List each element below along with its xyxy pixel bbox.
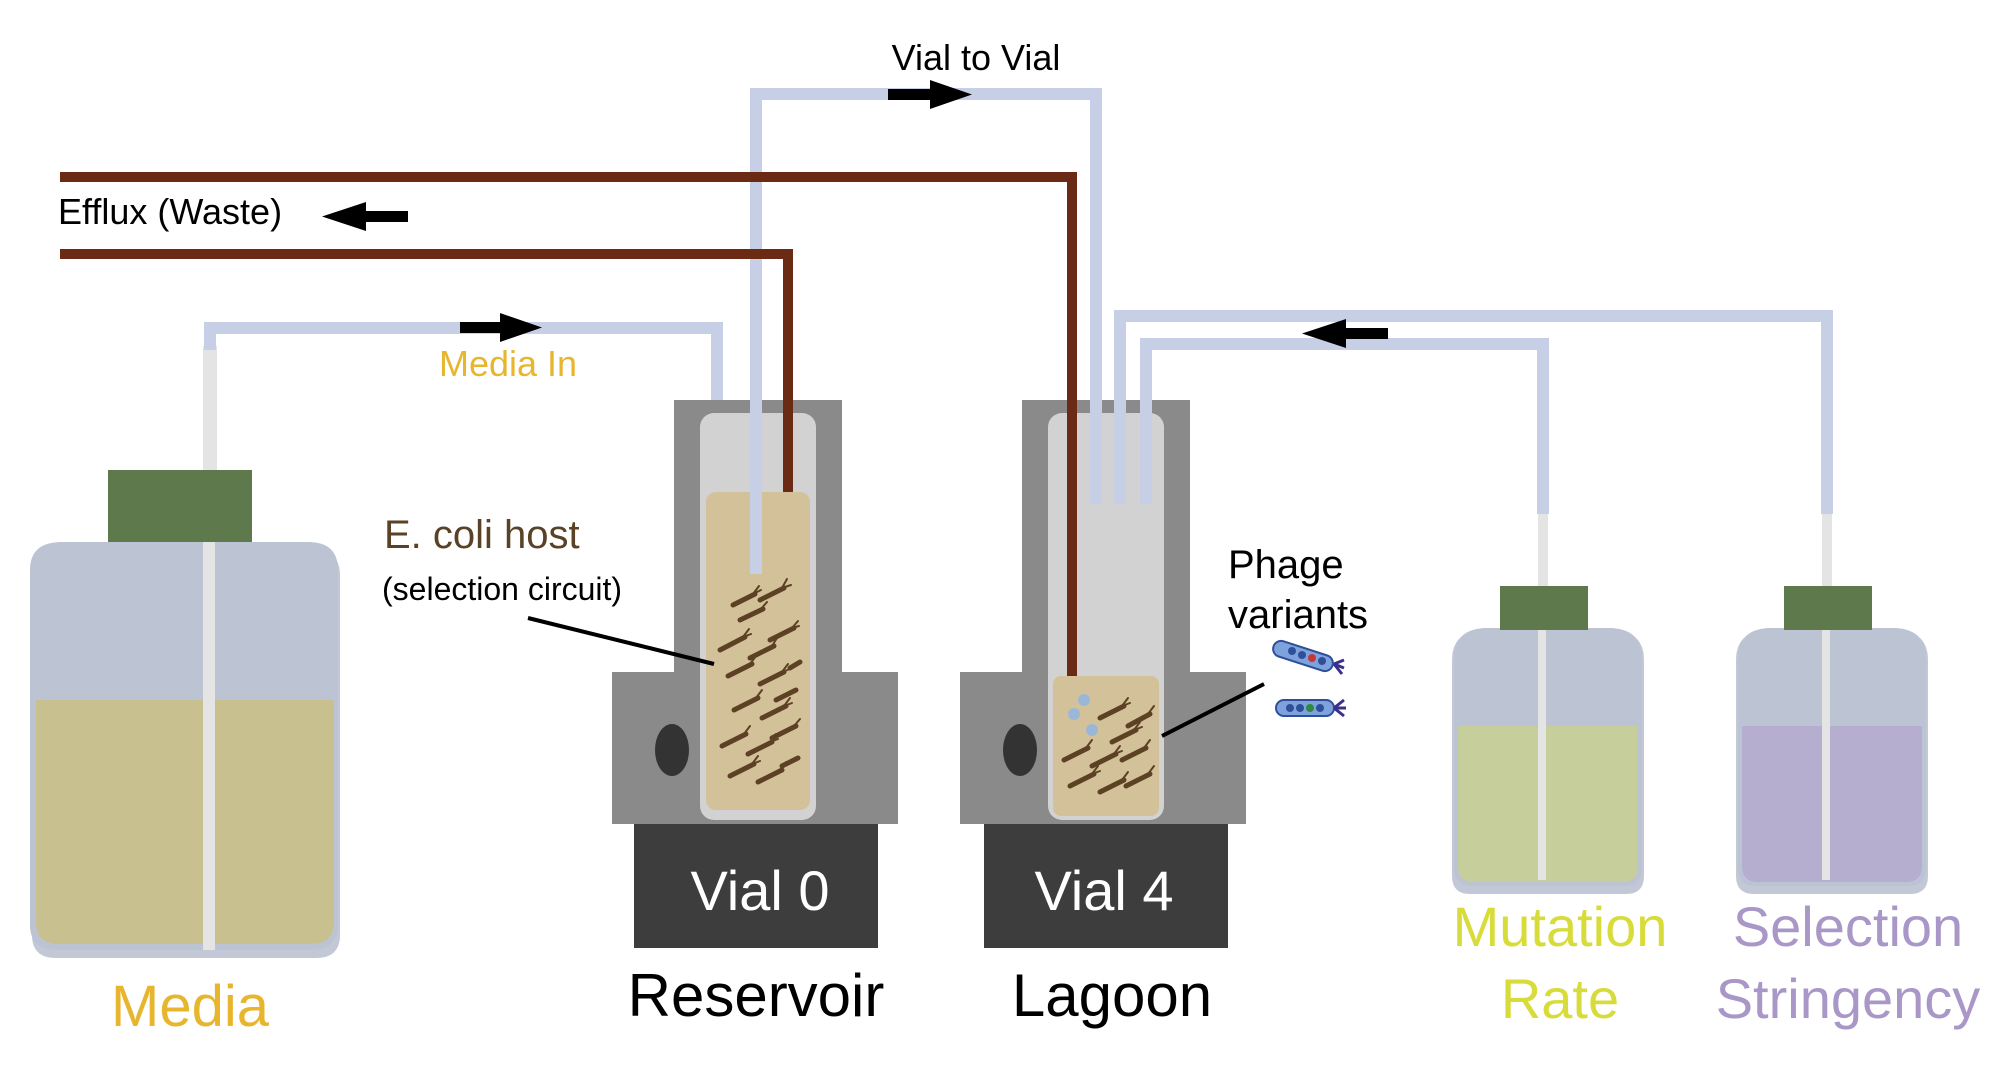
media-label: Media (111, 974, 270, 1039)
lagoon-waste-tube (60, 172, 1077, 676)
mutation-bottle (1452, 512, 1644, 894)
lagoon-label: Lagoon (1012, 962, 1212, 1029)
phage-label-line2: variants (1228, 593, 1368, 637)
arrow-left-efflux (322, 202, 408, 231)
ecoli-cells-reservoir (717, 578, 803, 785)
reservoir-port (655, 724, 689, 776)
vial0-label: Vial 0 (690, 859, 829, 922)
host-label-line2: (selection circuit) (382, 571, 622, 607)
host-pointer-line (527, 616, 715, 666)
selection-label-line1: Selection (1733, 895, 1963, 958)
media-bottle-cap (108, 470, 252, 542)
phage-label-line1: Phage (1228, 543, 1344, 587)
selection-bottle (1736, 512, 1928, 894)
selection-label-line2: Stringency (1716, 967, 1981, 1030)
efflux-label: Efflux (Waste) (58, 191, 282, 232)
arrow-right-vial-to-vial (888, 80, 972, 109)
vial4-label: Vial 4 (1034, 859, 1173, 922)
lagoon-culture (1053, 676, 1159, 816)
mutation-label-line1: Mutation (1453, 895, 1668, 958)
selection-bottle-cap (1784, 586, 1872, 630)
mutation-bottle-cap (1500, 586, 1588, 630)
vial4-base (984, 824, 1228, 948)
phage-icon (1272, 639, 1346, 718)
arrow-left-inducers (1302, 319, 1388, 348)
reservoir-label: Reservoir (628, 962, 885, 1029)
selection-stringency-tube (1114, 310, 1833, 514)
phage-pointer-line (1161, 682, 1265, 738)
mutation-label-line2: Rate (1501, 967, 1619, 1030)
vial0-base (634, 824, 878, 948)
arrow-right-media-in (460, 313, 542, 342)
lagoon-port (1003, 724, 1037, 776)
host-label-line1: E. coli host (384, 513, 580, 557)
media-dip-tube (203, 346, 217, 470)
reservoir-waste-tube (60, 249, 793, 492)
vial-to-vial-label: Vial to Vial (892, 37, 1061, 78)
media-bottle (30, 470, 340, 958)
ecoli-cells-lagoon (1061, 697, 1155, 795)
media-in-label: Media In (439, 343, 577, 384)
mutation-rate-tube (1140, 338, 1549, 514)
